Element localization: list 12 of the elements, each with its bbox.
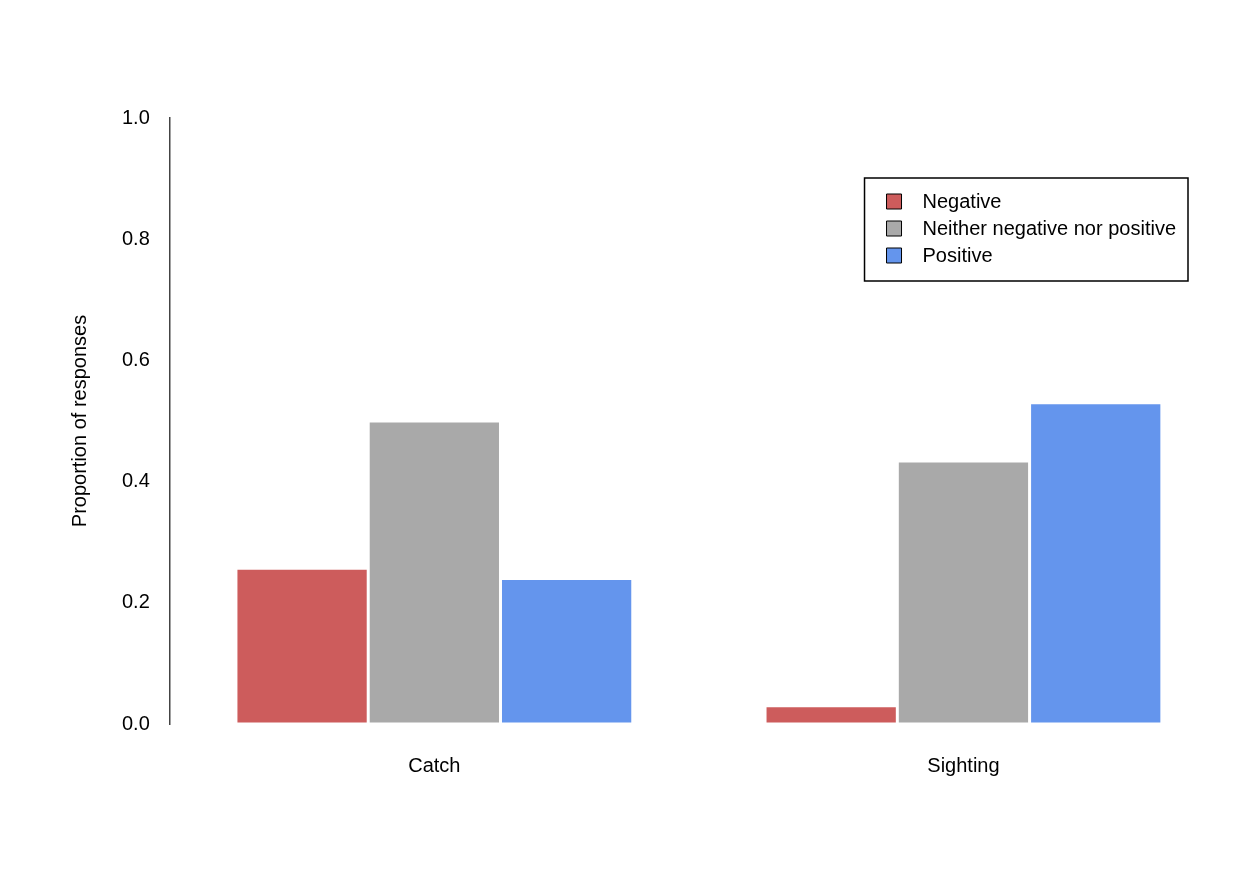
y-tick-label: 0.0 [121,711,150,734]
y-tick-label: 0.4 [121,469,150,492]
x-tick-label: Catch [408,753,461,776]
legend-label: Neither negative nor positive [922,216,1177,239]
y-tick-label: 0.8 [121,226,150,249]
x-tick-label: Sighting [927,753,1000,776]
legend-label: Negative [922,189,1002,212]
y-axis-title: Proportion of responses [67,314,90,528]
y-tick-label: 1.0 [121,105,150,128]
y-tick-label: 0.6 [121,347,150,370]
y-tick-label: 0.2 [121,590,150,613]
legend-label: Positive [922,243,993,266]
